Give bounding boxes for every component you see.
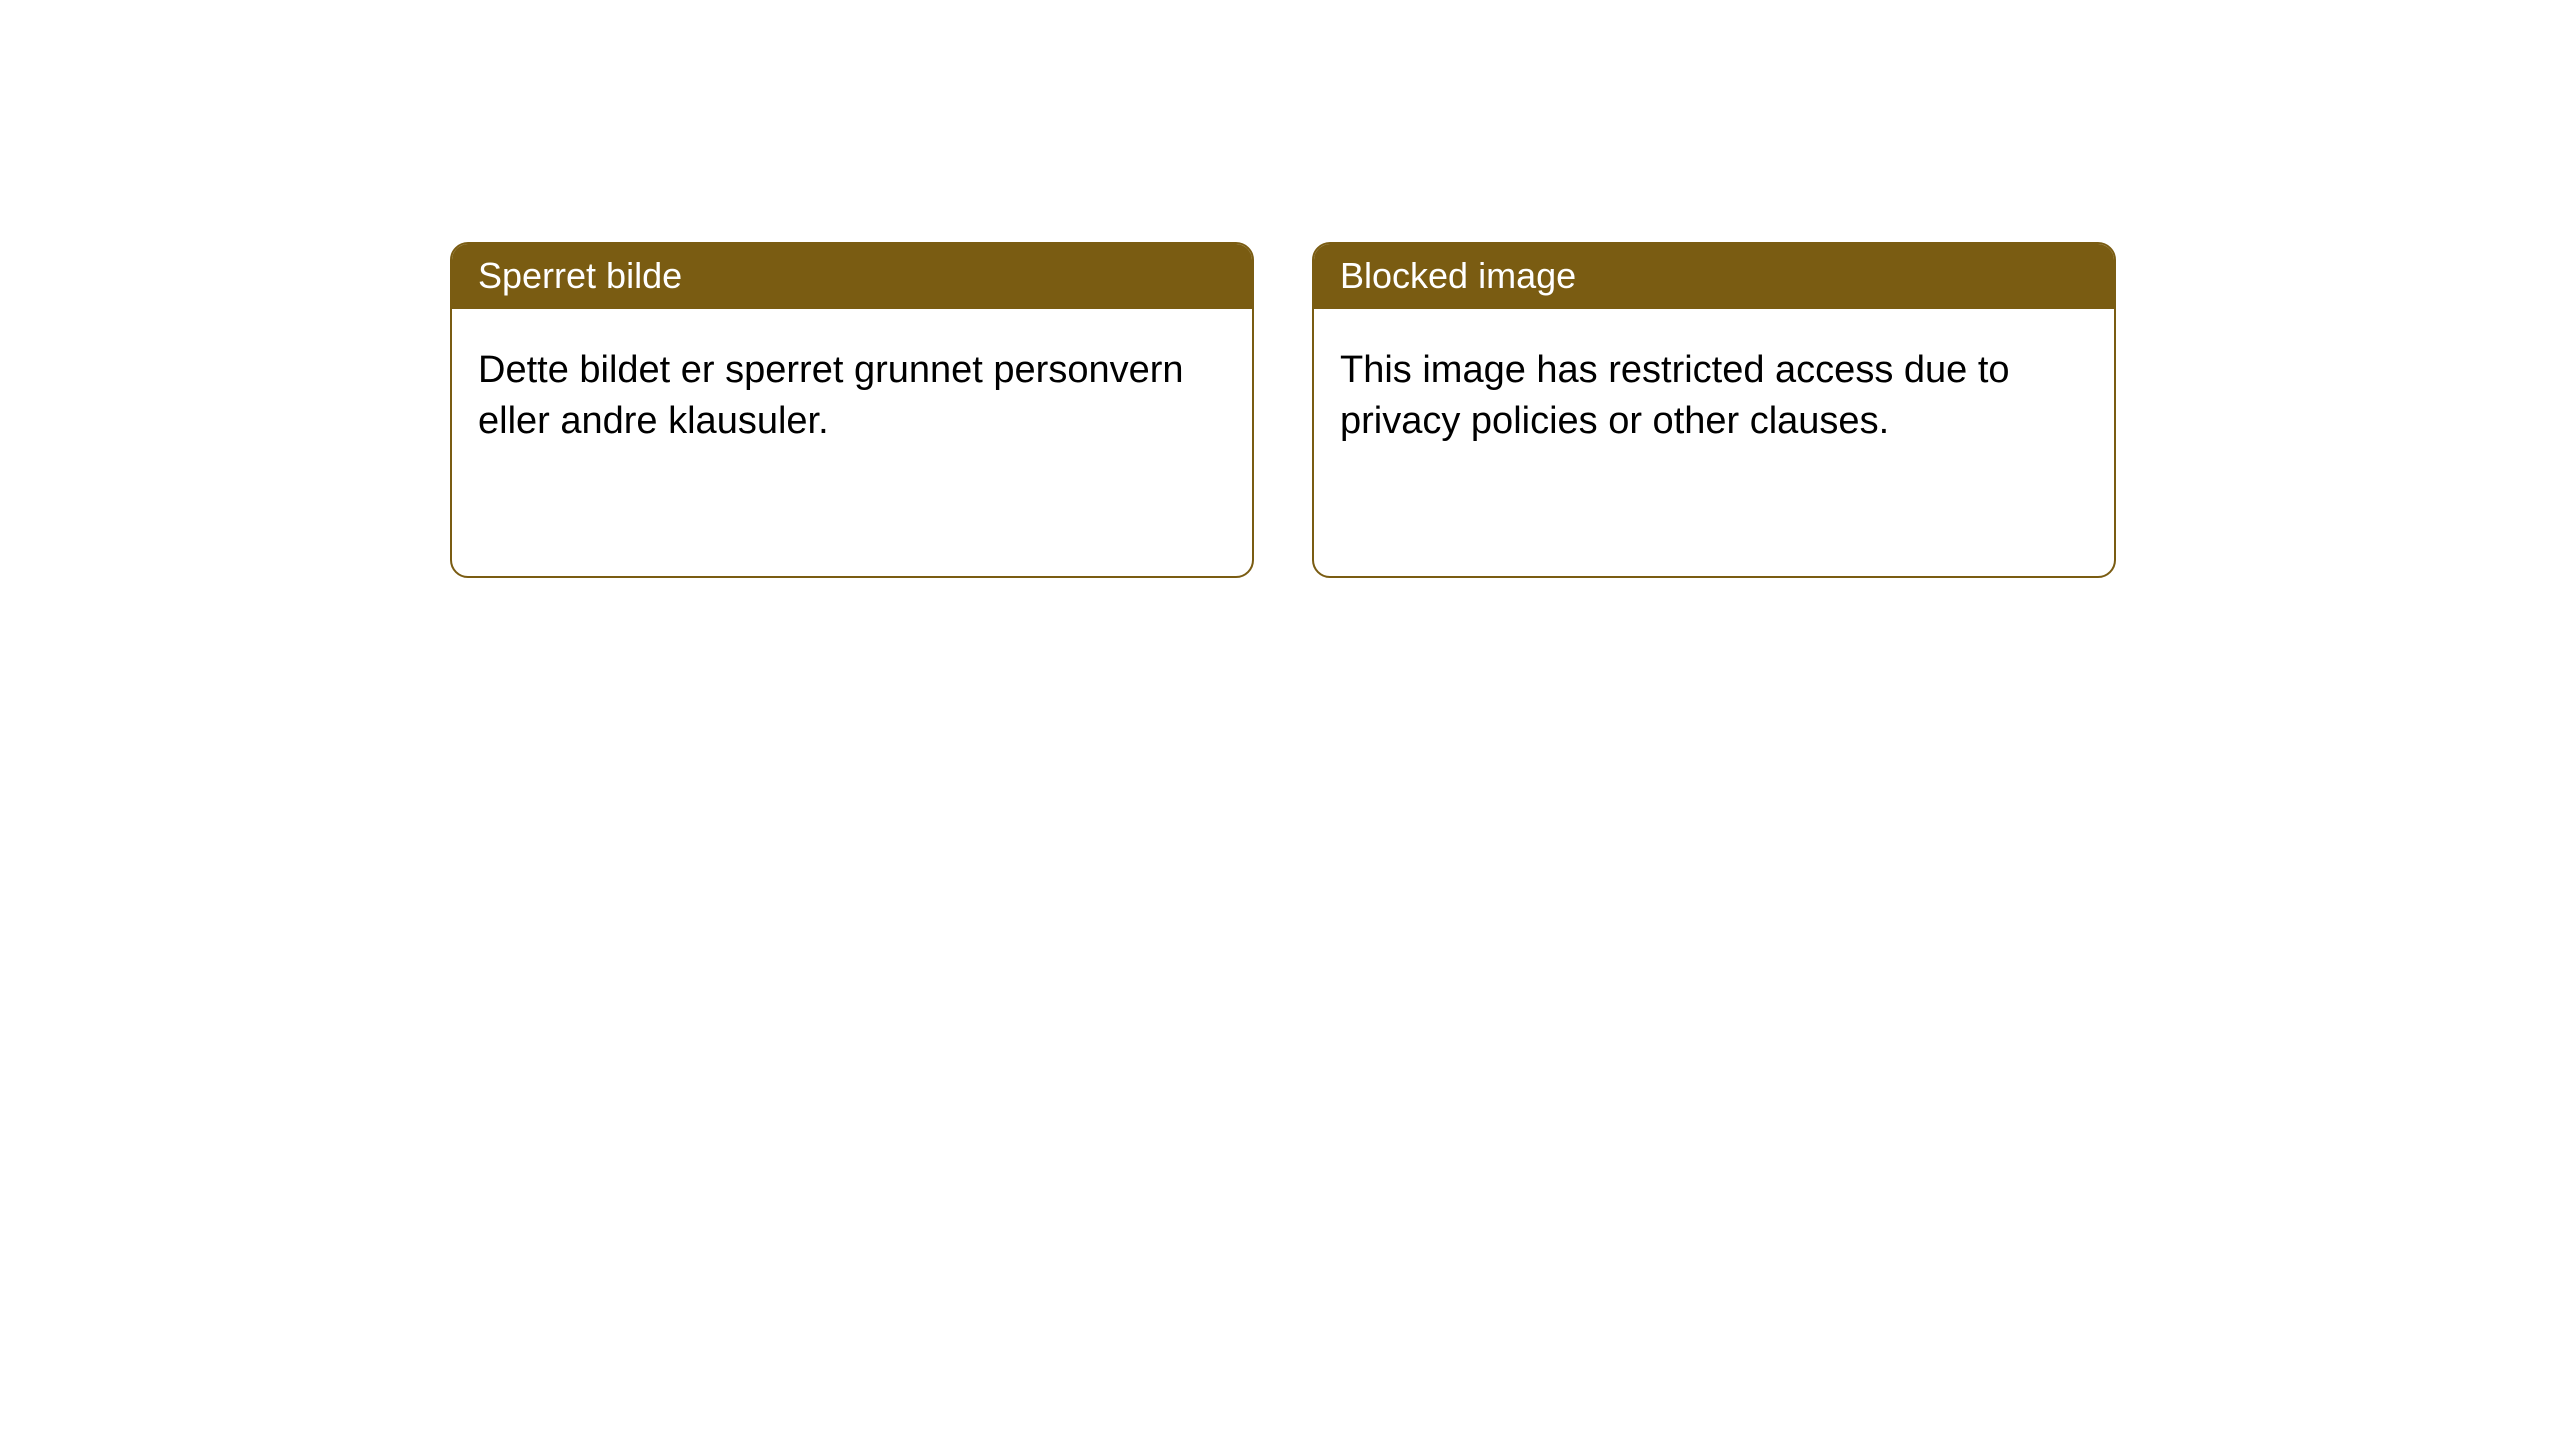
notice-container: Sperret bilde Dette bildet er sperret gr…: [0, 0, 2560, 578]
notice-card-norwegian: Sperret bilde Dette bildet er sperret gr…: [450, 242, 1254, 578]
notice-title-norwegian: Sperret bilde: [452, 244, 1252, 309]
notice-body-english: This image has restricted access due to …: [1314, 309, 2114, 474]
notice-body-norwegian: Dette bildet er sperret grunnet personve…: [452, 309, 1252, 474]
notice-card-english: Blocked image This image has restricted …: [1312, 242, 2116, 578]
notice-title-english: Blocked image: [1314, 244, 2114, 309]
